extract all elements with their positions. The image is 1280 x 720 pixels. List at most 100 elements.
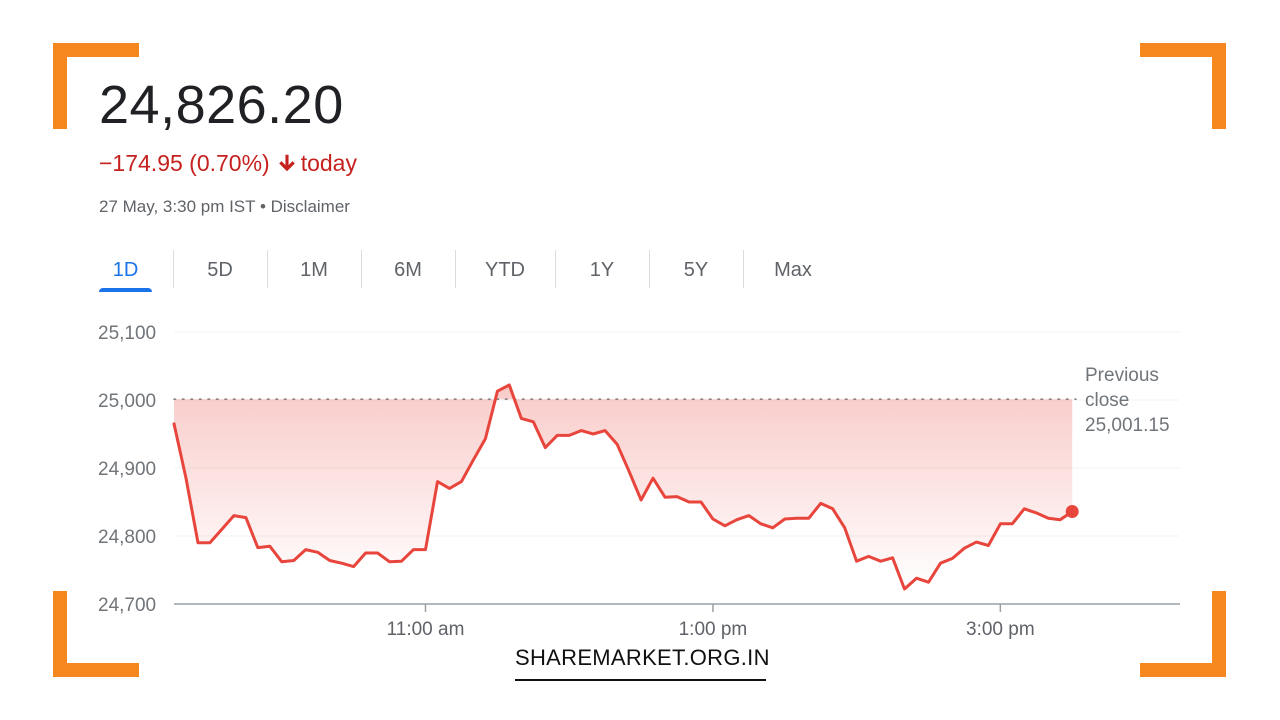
data-point — [221, 528, 223, 530]
data-point — [688, 501, 690, 503]
data-point — [915, 577, 917, 579]
y-tick-label: 24,700 — [98, 595, 156, 616]
data-point — [844, 527, 846, 529]
tab-max[interactable]: Max — [774, 259, 812, 281]
frame-corner-top-left — [53, 43, 139, 129]
data-point — [963, 547, 965, 549]
data-point — [784, 518, 786, 520]
series-area — [174, 385, 1073, 589]
tab-1d[interactable]: 1D — [112, 259, 139, 281]
data-point — [209, 542, 211, 544]
data-point — [329, 559, 331, 561]
data-point — [173, 423, 175, 425]
data-point — [376, 552, 378, 554]
data-point — [544, 446, 546, 448]
data-point — [1047, 517, 1049, 519]
data-point — [628, 470, 630, 472]
data-point — [808, 517, 810, 519]
data-point — [460, 480, 462, 482]
price-change: −174.95 (0.70%) today — [99, 148, 357, 178]
x-tick-label: 11:00 am — [387, 619, 465, 640]
data-point — [676, 495, 678, 497]
data-point — [987, 544, 989, 546]
previous-close-value: 25,001.15 — [1085, 415, 1170, 436]
tab-divider — [743, 250, 744, 288]
data-point — [257, 546, 259, 548]
data-point — [388, 561, 390, 563]
data-point — [1011, 523, 1013, 525]
data-point — [305, 548, 307, 550]
data-point — [197, 542, 199, 544]
data-point — [748, 514, 750, 516]
data-point — [185, 477, 187, 479]
data-point — [233, 514, 235, 516]
tab-6m[interactable]: 6M — [394, 259, 422, 281]
data-point — [580, 429, 582, 431]
active-tab-indicator — [99, 288, 152, 292]
data-point — [903, 588, 905, 590]
tab-5y[interactable]: 5Y — [683, 259, 709, 281]
data-point — [520, 417, 522, 419]
price-change-period: today — [300, 150, 357, 176]
tab-1y[interactable]: 1Y — [589, 259, 615, 281]
data-point — [496, 390, 498, 392]
data-point — [532, 421, 534, 423]
price-change-value: −174.95 (0.70%) — [99, 150, 270, 176]
data-point — [939, 562, 941, 564]
y-tick-label: 25,100 — [98, 323, 156, 344]
data-point — [400, 560, 402, 562]
timestamp-disclaimer[interactable]: 27 May, 3:30 pm IST • Disclaimer — [99, 197, 350, 216]
data-point — [556, 434, 558, 436]
arrow-down-icon — [278, 154, 295, 172]
data-point — [436, 480, 438, 482]
data-point — [999, 523, 1001, 525]
data-point — [760, 523, 762, 525]
tab-divider — [173, 250, 174, 288]
data-point — [1023, 508, 1025, 510]
data-point — [975, 541, 977, 543]
data-point — [616, 443, 618, 445]
tab-divider — [267, 250, 268, 288]
data-point — [700, 501, 702, 503]
range-tabs: 1D 5D 1M 6M YTD 1Y 5Y Max — [99, 250, 859, 296]
x-tick-label: 1:00 pm — [679, 619, 748, 640]
previous-close-label: Previous — [1085, 365, 1159, 386]
data-point — [317, 551, 319, 553]
frame-corner-top-right — [1140, 43, 1226, 129]
data-point — [269, 545, 271, 547]
tab-divider — [649, 250, 650, 288]
tab-5d[interactable]: 5D — [207, 259, 233, 281]
data-point — [855, 560, 857, 562]
tab-divider — [455, 250, 456, 288]
data-point — [724, 525, 726, 527]
data-point — [364, 552, 366, 554]
tab-divider — [361, 250, 362, 288]
frame-corner-bottom-left — [53, 591, 139, 677]
data-point — [867, 555, 869, 557]
data-point — [245, 516, 247, 518]
data-point — [484, 438, 486, 440]
data-point — [652, 477, 654, 479]
x-tick-label: 3:00 pm — [966, 619, 1035, 640]
data-point — [341, 562, 343, 564]
data-point — [664, 496, 666, 498]
data-point — [1059, 519, 1061, 521]
series-line — [172, 383, 1074, 591]
tab-1m[interactable]: 1M — [300, 259, 328, 281]
data-point — [640, 499, 642, 501]
data-point — [951, 557, 953, 559]
index-price: 24,826.20 — [99, 75, 344, 135]
data-point — [352, 565, 354, 567]
data-point — [879, 560, 881, 562]
data-point — [592, 433, 594, 435]
y-tick-label: 24,800 — [98, 527, 156, 548]
data-point — [796, 517, 798, 519]
frame-corner-bottom-right — [1140, 591, 1226, 677]
data-point — [772, 527, 774, 529]
data-point — [508, 384, 510, 386]
y-tick-label: 25,000 — [98, 391, 156, 412]
tab-ytd[interactable]: YTD — [485, 259, 525, 281]
previous-close-label: close — [1085, 390, 1129, 411]
brand-watermark: SHAREMARKET.ORG.IN — [515, 643, 769, 681]
